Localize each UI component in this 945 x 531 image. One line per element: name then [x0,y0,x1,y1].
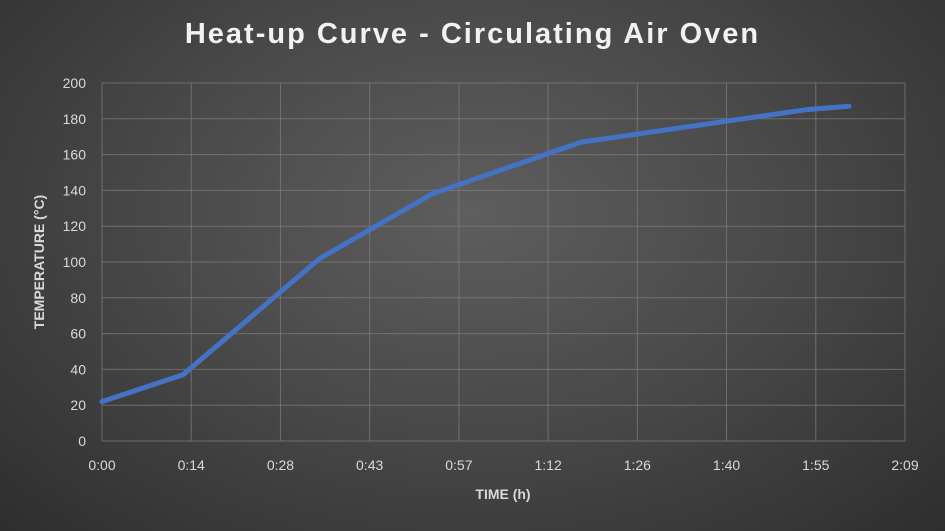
y-tick-label: 20 [70,397,86,413]
x-tick-label: 1:26 [624,457,651,473]
y-tick-label: 80 [70,290,86,306]
gridlines [101,82,906,442]
x-tick-label: 1:55 [802,457,829,473]
x-tick-label: 2:09 [891,457,918,473]
y-tick-label: 120 [63,218,87,234]
x-tick-label: 1:40 [713,457,740,473]
x-tick-label: 0:57 [445,457,472,473]
y-tick-label: 180 [63,111,87,127]
y-tick-label: 200 [63,75,87,91]
x-tick-label: 0:00 [88,457,115,473]
y-tick-label: 40 [70,361,86,377]
tick-labels: 0 20 40 60 80 100 120 140 160 180 200 0:00 0:14 0:28 0… [63,75,919,473]
x-tick-label: 0:28 [267,457,294,473]
data-series [99,103,852,405]
x-axis-label: TIME (h) [475,486,531,502]
x-tick-label: 0:43 [356,457,383,473]
y-tick-label: 0 [78,433,86,449]
x-tick-label: 0:14 [178,457,205,473]
y-tick-label: 100 [63,254,87,270]
y-tick-label: 60 [70,326,86,342]
x-tick-label: 1:12 [534,457,561,473]
series-line-0 [99,103,852,405]
chart-title: Heat-up Curve - Circulating Air Oven [184,18,761,50]
y-tick-label: 140 [63,182,87,198]
y-tick-label: 160 [63,147,87,163]
